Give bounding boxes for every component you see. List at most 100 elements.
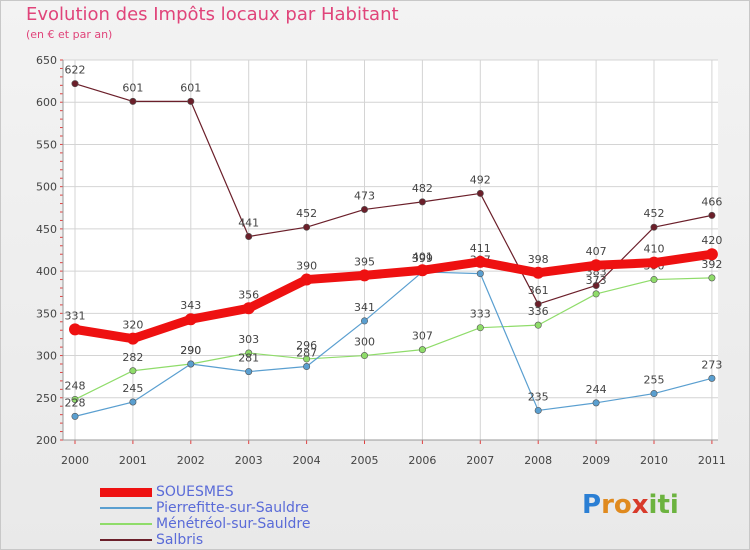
data-point-m-n-tr-ol-sur-sauldre: [476, 324, 484, 332]
series-line-m-n-tr-ol-sur-sauldre: [74, 277, 712, 401]
data-label-salbris: 452: [644, 207, 665, 220]
data-point-souesmes: [416, 264, 429, 277]
data-label-pierrefitte-sur-sauldre: 235: [528, 390, 549, 403]
data-label-m-n-tr-ol-sur-sauldre: 373: [586, 274, 607, 287]
legend-label: Ménétréol-sur-Sauldre: [156, 516, 311, 532]
data-label-pierrefitte-sur-sauldre: 244: [586, 383, 607, 396]
data-label-salbris: 466: [701, 195, 722, 208]
data-point-salbris: [476, 189, 484, 197]
data-label-souesmes: 343: [180, 299, 201, 312]
data-label-salbris: 492: [470, 173, 491, 186]
legend-swatch-menetreol: [100, 523, 152, 525]
data-point-souesmes: [705, 248, 718, 261]
series-line-souesmes: [74, 249, 713, 344]
logo-letter: P: [582, 490, 602, 520]
data-point-salbris: [360, 205, 368, 213]
legend-label: Salbris: [156, 532, 204, 548]
legend-item-salbris: Salbris: [100, 532, 204, 548]
x-tick-label: 2005: [351, 454, 379, 467]
data-point-pierrefitte-sur-sauldre: [592, 399, 600, 407]
logo-letter: i: [648, 490, 658, 520]
x-tick-label: 2006: [408, 454, 436, 467]
legend-swatch-pierrefitte: [100, 507, 152, 509]
data-point-m-n-tr-ol-sur-sauldre: [418, 346, 426, 354]
x-tick-label: 2004: [293, 454, 321, 467]
data-label-pierrefitte-sur-sauldre: 228: [65, 396, 86, 409]
data-point-salbris: [303, 223, 311, 231]
data-label-pierrefitte-sur-sauldre: 287: [296, 347, 317, 360]
data-label-salbris: 441: [238, 216, 259, 229]
data-point-pierrefitte-sur-sauldre: [476, 270, 484, 278]
data-point-salbris: [129, 97, 137, 105]
data-point-pierrefitte-sur-sauldre: [71, 412, 79, 420]
data-point-m-n-tr-ol-sur-sauldre: [129, 367, 137, 375]
data-point-m-n-tr-ol-sur-sauldre: [71, 395, 79, 403]
data-point-m-n-tr-ol-sur-sauldre: [592, 290, 600, 298]
data-label-m-n-tr-ol-sur-sauldre: 290: [180, 344, 201, 357]
data-point-souesmes: [126, 332, 139, 345]
logo-letter: t: [657, 490, 670, 520]
data-point-m-n-tr-ol-sur-sauldre: [534, 321, 542, 329]
data-point-salbris: [534, 300, 542, 308]
y-tick-label: 550: [36, 138, 57, 151]
data-label-pierrefitte-sur-sauldre: 245: [122, 382, 143, 395]
data-point-souesmes: [242, 302, 255, 315]
x-tick-label: 2008: [524, 454, 552, 467]
data-label-m-n-tr-ol-sur-sauldre: 303: [238, 333, 259, 346]
data-label-m-n-tr-ol-sur-sauldre: 336: [528, 305, 549, 318]
data-label-salbris: 622: [65, 64, 86, 77]
data-point-souesmes: [648, 256, 660, 269]
data-label-souesmes: 410: [644, 243, 665, 256]
data-point-pierrefitte-sur-sauldre: [708, 374, 716, 382]
data-point-souesmes: [358, 269, 371, 282]
y-tick-label: 350: [36, 307, 57, 320]
data-point-pierrefitte-sur-sauldre: [303, 363, 311, 371]
x-tick-label: 2003: [235, 454, 263, 467]
data-point-souesmes: [590, 259, 603, 272]
y-tick-label: 300: [36, 350, 57, 363]
data-label-m-n-tr-ol-sur-sauldre: 392: [701, 258, 722, 271]
legend-item-souesmes: SOUESMES: [100, 484, 234, 500]
legend-label: Pierrefitte-sur-Sauldre: [156, 500, 309, 516]
logo-letter: o: [613, 490, 632, 520]
y-tick-label: 650: [36, 54, 57, 67]
data-label-salbris: 473: [354, 189, 375, 202]
legend-item-pierrefitte: Pierrefitte-sur-Sauldre: [100, 500, 309, 516]
data-label-souesmes: 407: [586, 245, 607, 258]
data-point-salbris: [71, 80, 79, 88]
y-tick-label: 250: [36, 392, 57, 405]
data-point-souesmes: [532, 266, 545, 279]
legend-item-menetreol: Ménétréol-sur-Sauldre: [100, 516, 311, 532]
y-tick-label: 450: [36, 223, 57, 236]
data-point-salbris: [418, 198, 426, 206]
x-tick-label: 2001: [119, 454, 147, 467]
series-line-pierrefitte-sur-sauldre: [74, 271, 713, 417]
data-label-salbris: 601: [122, 81, 143, 94]
data-label-pierrefitte-sur-sauldre: 341: [354, 301, 375, 314]
data-label-pierrefitte-sur-sauldre: 281: [238, 352, 259, 365]
data-label-pierrefitte-sur-sauldre: 273: [701, 358, 722, 371]
logo-letter: i: [669, 490, 679, 520]
x-tick-label: 2010: [640, 454, 668, 467]
data-point-salbris: [187, 97, 195, 105]
data-label-souesmes: 356: [238, 288, 259, 301]
data-point-salbris: [245, 232, 253, 240]
data-label-pierrefitte-sur-sauldre: 255: [644, 374, 665, 387]
data-label-souesmes: 320: [122, 319, 143, 332]
y-tick-label: 600: [36, 96, 57, 109]
data-point-salbris: [650, 223, 658, 231]
data-point-m-n-tr-ol-sur-sauldre: [245, 349, 253, 357]
data-label-m-n-tr-ol-sur-sauldre: 248: [65, 379, 86, 392]
x-tick-label: 2000: [61, 454, 89, 467]
data-label-salbris: 452: [296, 207, 317, 220]
data-label-souesmes: 420: [701, 234, 722, 247]
x-tick-label: 2007: [466, 454, 494, 467]
data-label-souesmes: 398: [528, 253, 549, 266]
data-point-souesmes: [300, 273, 313, 286]
data-label-pierrefitte-sur-sauldre: 290: [180, 344, 201, 357]
logo-letter: x: [631, 490, 649, 520]
chart-subtitle: (en € et par an): [26, 28, 113, 41]
data-point-pierrefitte-sur-sauldre: [187, 360, 195, 368]
data-label-salbris: 482: [412, 182, 433, 195]
data-label-salbris: 601: [180, 81, 201, 94]
